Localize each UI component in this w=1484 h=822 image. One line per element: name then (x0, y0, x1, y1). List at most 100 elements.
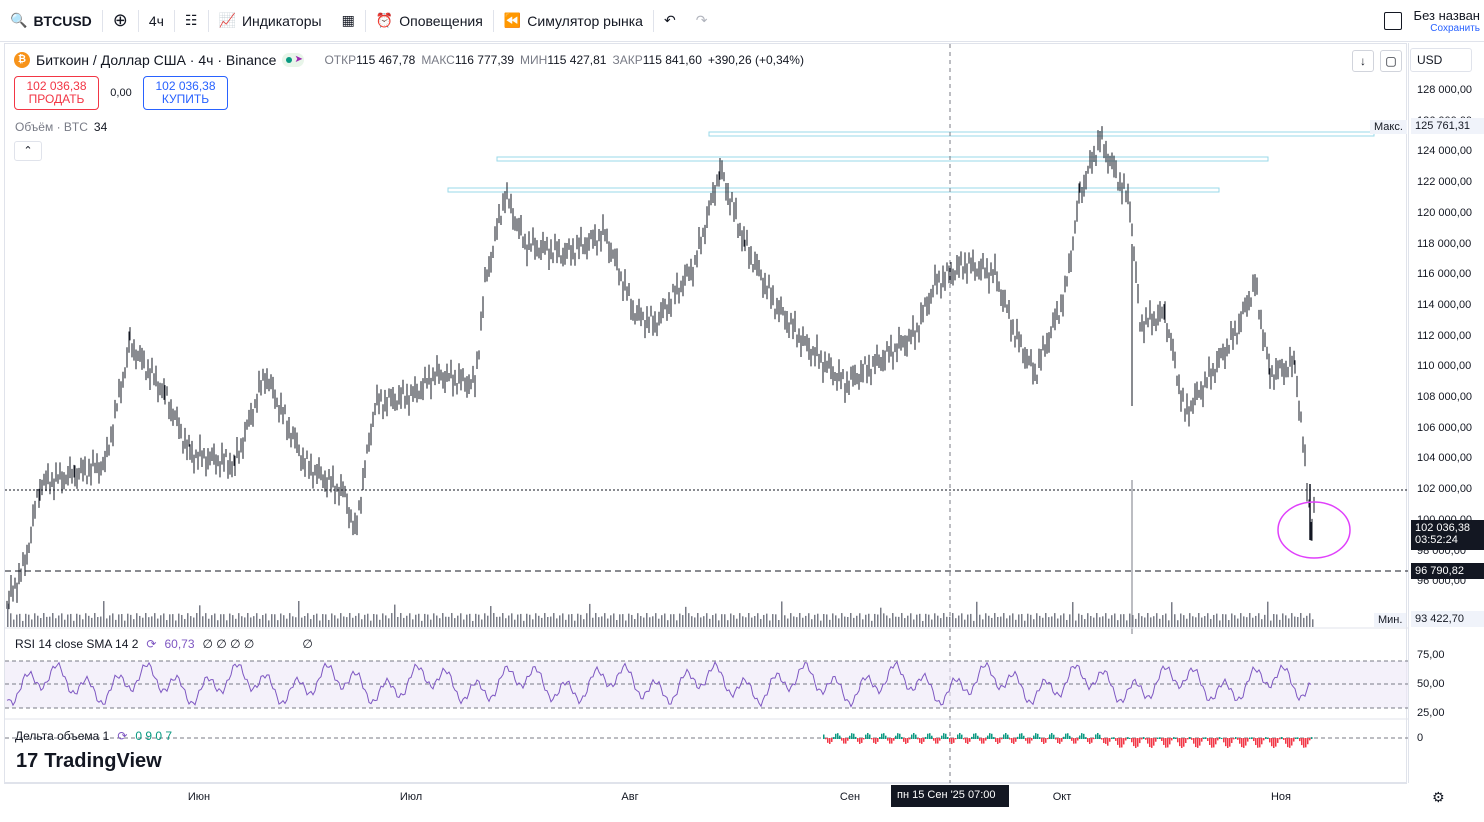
chart-type-button[interactable]: ☷ (175, 0, 208, 42)
delta-bar (1067, 733, 1069, 739)
volume-bar (610, 615, 612, 627)
templates-button[interactable]: ▦ (332, 0, 365, 42)
volume-bar (925, 613, 927, 627)
delta-bar (1049, 734, 1051, 739)
volume-bar (1201, 617, 1203, 627)
volume-bar (7, 603, 9, 627)
time-tick-label: Июн (187, 791, 211, 803)
delta-bar (1087, 738, 1089, 743)
buy-button[interactable]: 102 036,38 КУПИТЬ (143, 76, 228, 110)
delta-bar (1085, 737, 1087, 739)
delta-bar (1217, 738, 1219, 741)
volume-bar (58, 615, 60, 627)
volume-bar (979, 614, 981, 627)
delta-bar (1297, 737, 1299, 739)
delta-bar (1275, 738, 1277, 747)
maximize-pane-button[interactable]: ▢ (1380, 50, 1402, 72)
sell-button[interactable]: 102 036,38 ПРОДАТЬ (14, 76, 99, 110)
volume-bar (832, 613, 834, 627)
redo-button[interactable]: ↷ (686, 0, 718, 42)
volume-bar (1279, 619, 1281, 627)
currency-select[interactable]: USD (1410, 48, 1472, 72)
indicators-button[interactable]: 📈 Индикаторы (209, 0, 332, 42)
replay-label: Симулятор рынка (527, 12, 643, 29)
delta-bar (1019, 733, 1021, 739)
delta-bar (1079, 735, 1081, 739)
volume-bar (790, 613, 792, 627)
volume-label: Объём · BTC (15, 120, 88, 134)
volume-bar (184, 618, 186, 627)
volume-bar (799, 613, 801, 627)
delta-bar (1139, 738, 1141, 744)
volume-bar (436, 615, 438, 627)
volume-bar (511, 613, 513, 627)
save-link[interactable]: Сохранить (1430, 23, 1480, 34)
delta-bar (1289, 738, 1291, 748)
dashed-level-value: 96 790,82 (1415, 565, 1464, 577)
volume-bar (1117, 620, 1119, 627)
volume-bar (1048, 617, 1050, 627)
undo-button[interactable]: ↶ (654, 0, 686, 42)
volume-bar (1273, 614, 1275, 627)
alerts-button[interactable]: ⏰ Оповещения (366, 0, 493, 42)
delta-bar (1233, 738, 1235, 740)
volume-bar (445, 616, 447, 627)
volume-bar (664, 613, 666, 627)
volume-bar (817, 613, 819, 627)
time-scale[interactable]: Июн Июл Авг Сен Окт Ноя пн 15 Сен '25 07:00 (4, 783, 1407, 810)
volume-bar (244, 617, 246, 627)
fullscreen-icon[interactable] (1384, 12, 1402, 30)
settings-gear-icon[interactable]: ⚙ (1432, 789, 1445, 805)
divider (364, 9, 366, 32)
last-price: 102 036,38 (1415, 522, 1471, 534)
download-button[interactable]: ↓ (1352, 50, 1374, 72)
delta-bar (955, 738, 957, 740)
chart-pane[interactable] (4, 43, 1408, 784)
price-tick-label: 102 000,00 (1417, 483, 1473, 496)
volume-bar (619, 614, 621, 627)
sell-label: ПРОДАТЬ (28, 92, 85, 106)
delta-bar (861, 738, 863, 743)
chart-canvas[interactable] (5, 44, 1408, 784)
volume-bar (268, 620, 270, 627)
delta-bar (931, 735, 933, 739)
volume-bar (226, 620, 228, 627)
volume-bar (562, 613, 564, 627)
volume-bar (769, 620, 771, 627)
volume-bar (787, 618, 789, 627)
delta-bar (1055, 738, 1057, 740)
volume-bar (976, 601, 978, 627)
delta-bar (1221, 737, 1223, 739)
volume-bar (1141, 616, 1143, 627)
delta-bar (1003, 734, 1005, 739)
replay-button[interactable]: ⏪ Симулятор рынка (494, 0, 653, 42)
add-symbol-button[interactable]: ⊕ (103, 0, 138, 42)
volume-bar (514, 619, 516, 627)
divider (652, 9, 654, 32)
delta-bar (1255, 738, 1257, 746)
volume-bar (1228, 620, 1230, 627)
volume-bar (703, 616, 705, 627)
layout-name[interactable]: Без назван Сохранить (1414, 8, 1484, 34)
volume-bar (100, 616, 102, 627)
delta-bar (1071, 738, 1073, 741)
symbol-search[interactable]: 🔍 BTCUSD (0, 0, 102, 42)
interval-button[interactable]: 4ч (139, 0, 174, 42)
delta-bar (985, 738, 987, 741)
delta-bar (1169, 738, 1171, 745)
volume-bar (1264, 614, 1266, 627)
volume-bar (466, 614, 468, 627)
volume-bar (1270, 620, 1272, 627)
delta-bar (1259, 738, 1261, 748)
delta-bar (863, 738, 865, 740)
change-value: +390,26 (+0,34%) (707, 53, 804, 67)
delta-bar (827, 738, 829, 743)
volume-bar (658, 618, 660, 627)
volume-bar (142, 617, 144, 627)
volume-bar (1234, 615, 1236, 627)
volume-bar (301, 617, 303, 627)
volume-bar (424, 613, 426, 627)
collapse-legend-button[interactable]: ⌃ (14, 141, 42, 161)
volume-bar (43, 613, 45, 627)
